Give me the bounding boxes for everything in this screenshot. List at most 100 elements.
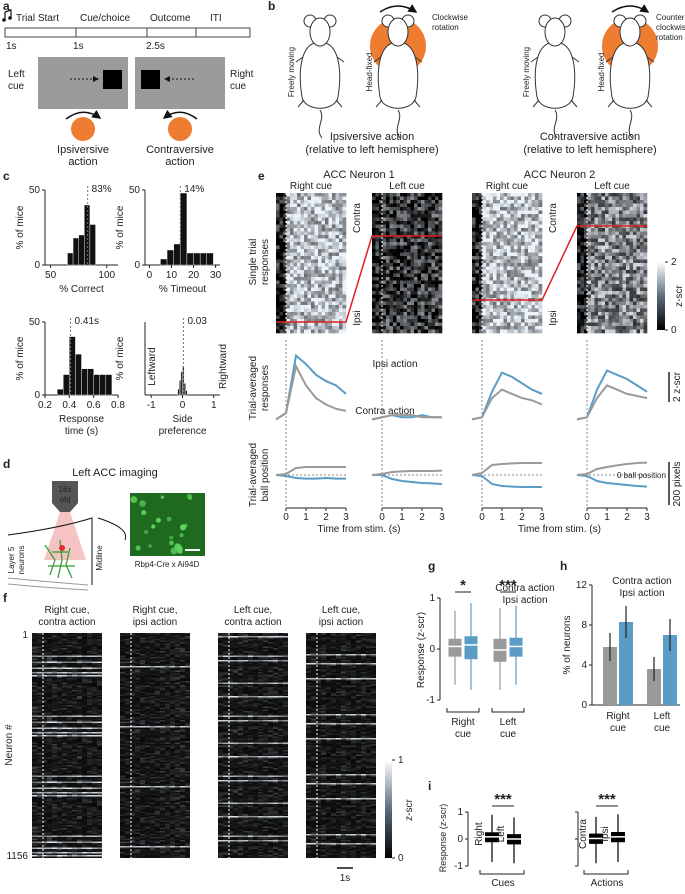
heatmap-cell <box>390 305 394 309</box>
heatmap-cell <box>421 193 425 197</box>
heatmap-cell <box>493 302 497 306</box>
heatmap-cell <box>311 323 315 327</box>
heatmap-cell <box>343 326 347 330</box>
histogram-bar <box>200 253 207 265</box>
heatmap-cell <box>493 260 497 264</box>
heatmap-cell <box>500 330 504 334</box>
heatmap-cell <box>332 246 336 250</box>
heatmap-cell <box>528 267 532 271</box>
heatmap-cell <box>411 267 415 271</box>
heatmap-cell <box>411 319 415 323</box>
heatmap-cell <box>325 207 329 211</box>
heatmap-cell <box>644 193 648 197</box>
heatmap-cell <box>311 291 315 295</box>
heatmap-cell <box>525 288 529 292</box>
heatmap-cell <box>322 239 326 243</box>
heatmap-cell <box>514 316 518 320</box>
heatmap-cell <box>332 253 336 257</box>
heatmap-cell <box>280 239 284 243</box>
heatmap-cell <box>276 225 280 229</box>
heatmap-cell <box>418 288 422 292</box>
heatmap-cell <box>414 225 418 229</box>
heatmap-cell <box>532 267 536 271</box>
heatmap-cell <box>507 288 511 292</box>
histogram-bar <box>75 354 81 395</box>
heatmap-cell <box>301 207 305 211</box>
heatmap-cell <box>336 281 340 285</box>
heatmap-cell <box>390 200 394 204</box>
mouse-tail <box>319 110 322 138</box>
heatmap-cell <box>497 256 501 260</box>
heatmap-cell <box>297 221 301 225</box>
label: Leftward <box>147 347 158 385</box>
heatmap-cell <box>539 316 543 320</box>
heatmap-cell <box>308 218 312 222</box>
heatmap-cell <box>301 323 305 327</box>
heatmap-cell <box>294 218 298 222</box>
heatmap-cell <box>308 204 312 208</box>
heatmap-cell <box>290 326 294 330</box>
heatmap-cell <box>518 211 522 215</box>
heatmap-cell <box>507 305 511 309</box>
imaged-cell <box>169 536 173 540</box>
heatmap-cell <box>490 193 494 197</box>
heatmap-cell <box>276 242 280 246</box>
heatmap-cell <box>535 256 539 260</box>
heatmap-cell <box>311 274 315 278</box>
heatmap-cell <box>497 235 501 239</box>
heatmap-cell <box>591 204 595 208</box>
heatmap-cell <box>407 221 411 225</box>
heatmap-cell <box>428 326 432 330</box>
heatmap-cell <box>376 330 380 334</box>
imaged-cell <box>148 544 152 548</box>
heatmap-cell <box>290 197 294 201</box>
heatmap-cell <box>294 242 298 246</box>
heatmap-cell <box>425 309 429 313</box>
heatmap-cell <box>318 274 322 278</box>
heatmap-cell <box>304 284 308 288</box>
heatmap-cell <box>311 326 315 330</box>
heatmap-cell <box>276 323 280 327</box>
heatmap-cell <box>311 256 315 260</box>
histogram-bar <box>63 375 69 395</box>
heatmap-cell <box>315 193 319 197</box>
heatmap-cell <box>336 323 340 327</box>
heatmap-cell <box>315 218 319 222</box>
heatmap-cell <box>528 288 532 292</box>
heatmap-cell <box>439 207 443 211</box>
heatmap-cell <box>511 228 515 232</box>
heatmap-cell <box>339 246 343 250</box>
heatmap-cell <box>428 204 432 208</box>
heatmap-cell <box>432 260 436 264</box>
label: Left cue <box>389 181 425 192</box>
heatmap-cell <box>386 319 390 323</box>
heatmap-cell <box>439 221 443 225</box>
heatmap-cell <box>301 256 305 260</box>
heatmap-cell <box>294 288 298 292</box>
heatmap-cell <box>528 242 532 246</box>
heatmap-cell <box>472 260 476 264</box>
heatmap-cell <box>500 214 504 218</box>
heatmap-cell <box>493 284 497 288</box>
heatmap-cell <box>472 218 476 222</box>
duration-label: 2.5s <box>146 41 165 52</box>
heatmap-cell <box>486 218 490 222</box>
heatmap-cell <box>504 221 508 225</box>
heatmap-cell <box>411 193 415 197</box>
heatmap-cell <box>308 193 312 197</box>
heatmap-cell <box>393 309 397 313</box>
heatmap-cell <box>525 193 529 197</box>
heatmap-cell <box>315 239 319 243</box>
label: 0.03 <box>187 316 207 327</box>
heatmap-cell <box>500 256 504 260</box>
heatmap-cell <box>602 197 606 201</box>
heatmap-cell <box>626 193 630 197</box>
heatmap-cell <box>325 260 329 264</box>
heatmap-cell <box>404 204 408 208</box>
heatmap-cell <box>500 288 504 292</box>
heatmap-cell <box>486 326 490 330</box>
heatmap-cell <box>329 316 333 320</box>
heatmap-cell <box>472 249 476 253</box>
heatmap-cell <box>383 316 387 320</box>
heatmap-cell <box>294 277 298 281</box>
